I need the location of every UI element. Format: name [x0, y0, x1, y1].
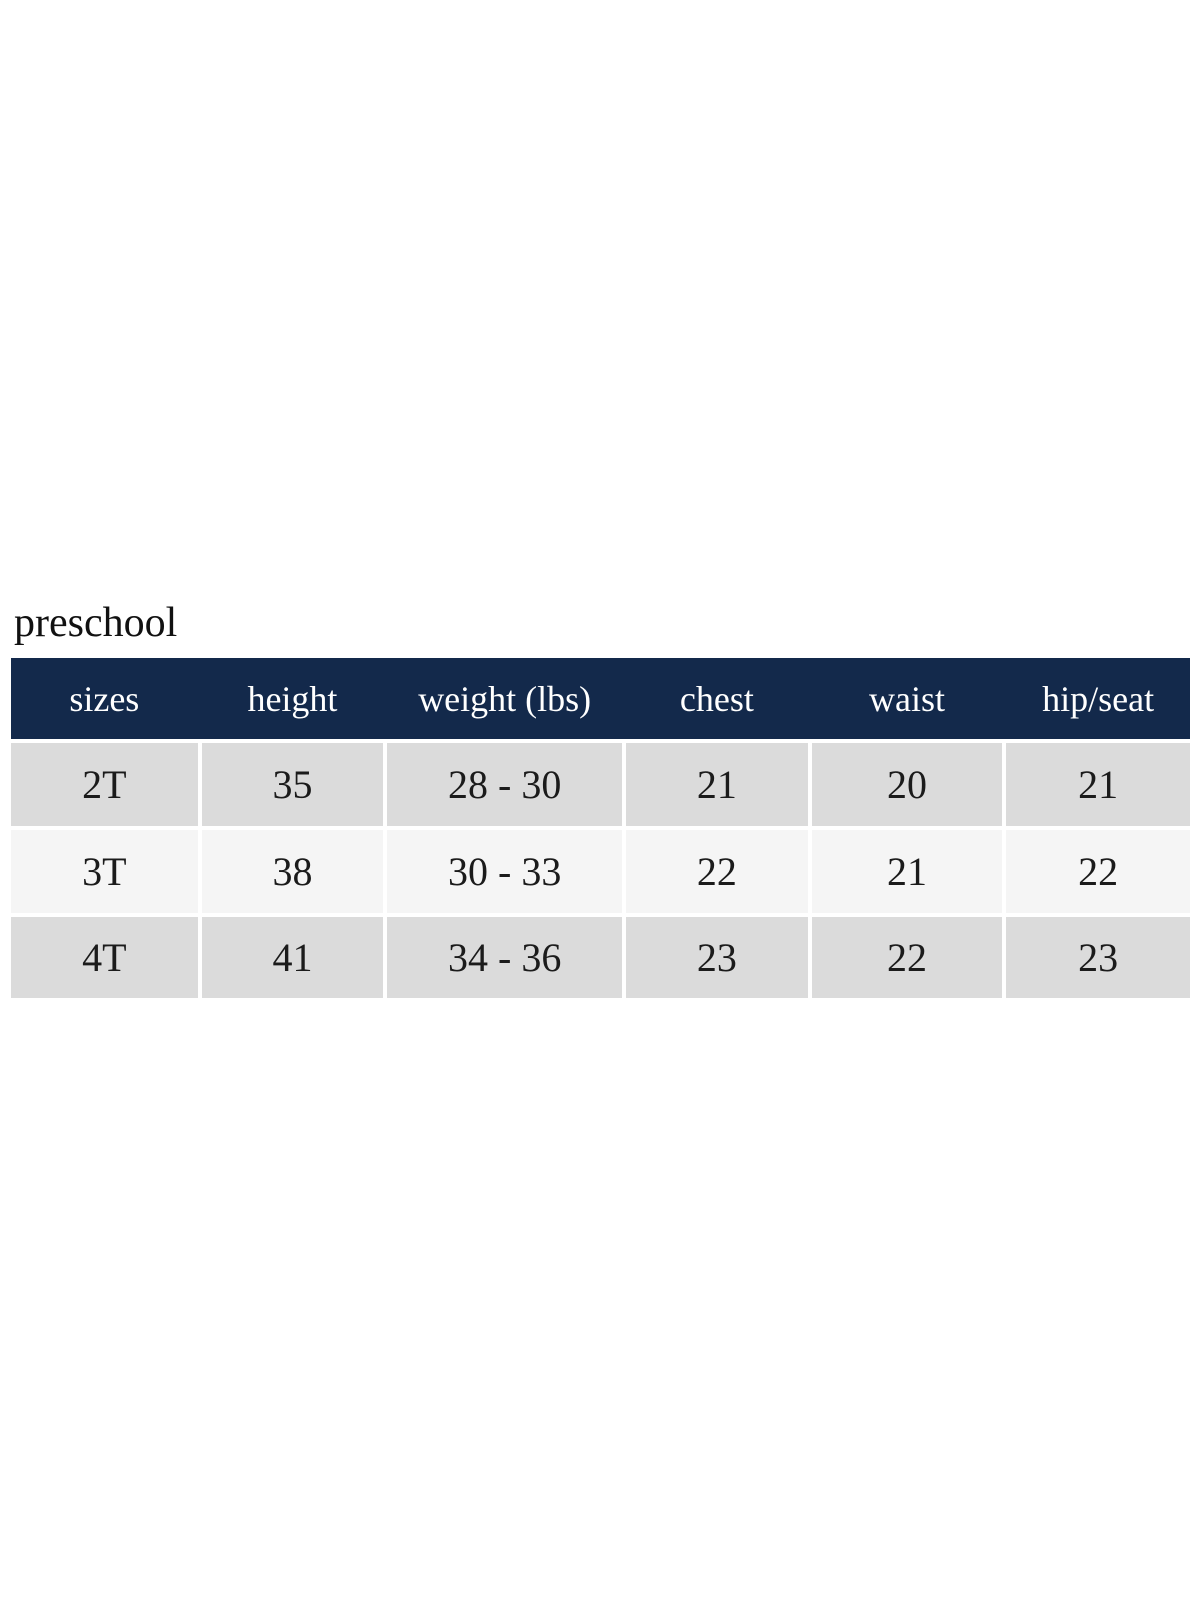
cell-hip-seat: 21: [1006, 743, 1190, 826]
table-row-2t: 2T 35 28 - 30 21 20 21: [11, 743, 1190, 826]
cell-weight: 34 - 36: [387, 917, 623, 998]
column-header-waist: waist: [869, 678, 946, 719]
size-chart-table: sizes height weight (lbs) chest waist hi…: [11, 658, 1190, 998]
cell-chest: 23: [626, 917, 808, 998]
cell-hip-seat: 23: [1006, 917, 1190, 998]
cell-size: 2T: [11, 743, 198, 826]
cell-height: 41: [201, 917, 384, 998]
cell-size: 4T: [11, 917, 198, 998]
page-title: preschool: [14, 600, 178, 646]
cell-waist: 20: [811, 743, 1003, 826]
cell-hip-seat: 22: [1006, 830, 1190, 913]
cell-height: 38: [201, 830, 384, 913]
column-header-chest: chest: [679, 678, 754, 719]
table-header-row: sizes height weight (lbs) chest waist hi…: [11, 658, 1190, 739]
cell-height: 35: [201, 743, 384, 826]
cell-size: 3T: [11, 830, 198, 913]
cell-waist: 22: [811, 917, 1003, 998]
table-row-3t: 3T 38 30 - 33 22 21 22: [11, 830, 1190, 913]
column-header-sizes: sizes: [69, 678, 140, 719]
column-header-hip-seat: hip/seat: [1042, 678, 1155, 719]
column-header-height: height: [247, 678, 338, 719]
cell-chest: 22: [626, 830, 808, 913]
cell-weight: 30 - 33: [387, 830, 623, 913]
cell-chest: 21: [626, 743, 808, 826]
cell-waist: 21: [811, 830, 1003, 913]
table-row-4t: 4T 41 34 - 36 23 22 23: [11, 917, 1190, 998]
cell-weight: 28 - 30: [387, 743, 623, 826]
column-header-weight: weight (lbs): [418, 678, 592, 719]
